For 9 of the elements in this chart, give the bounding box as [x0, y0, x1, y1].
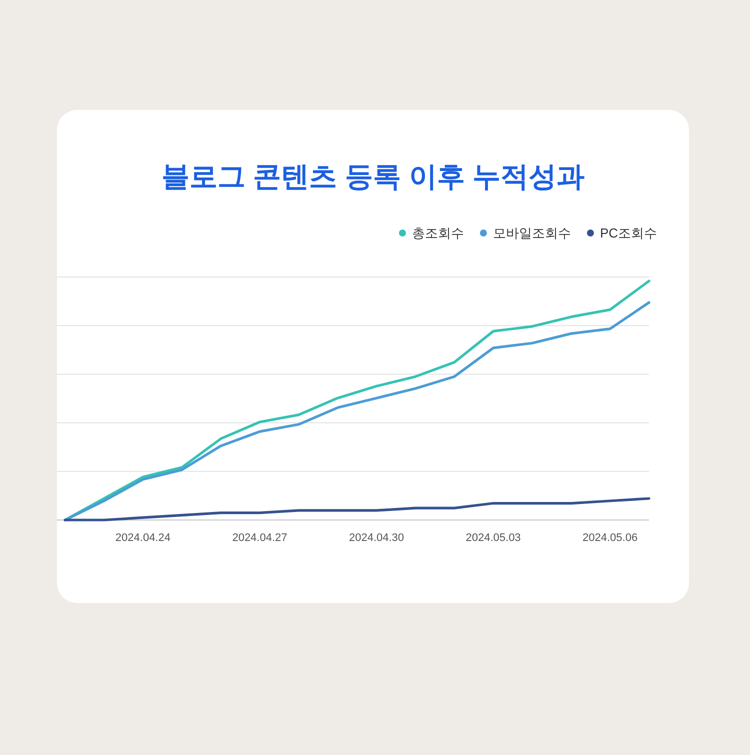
x-tick-label: 2024.04.24	[115, 532, 170, 544]
legend-label: 총조회수	[412, 226, 464, 240]
x-tick-label: 2024.05.06	[582, 532, 638, 544]
x-tick-label: 2024.04.27	[232, 532, 288, 544]
legend-label: PC조회수	[600, 226, 657, 240]
legend-label: 모바일조회수	[492, 226, 571, 240]
x-tick-label: 2024.05.03	[466, 532, 521, 544]
x-tick-label: 2024.04.30	[348, 532, 404, 544]
title: 블로그 콘텐츠 등록 이후 누적성과	[161, 161, 585, 192]
